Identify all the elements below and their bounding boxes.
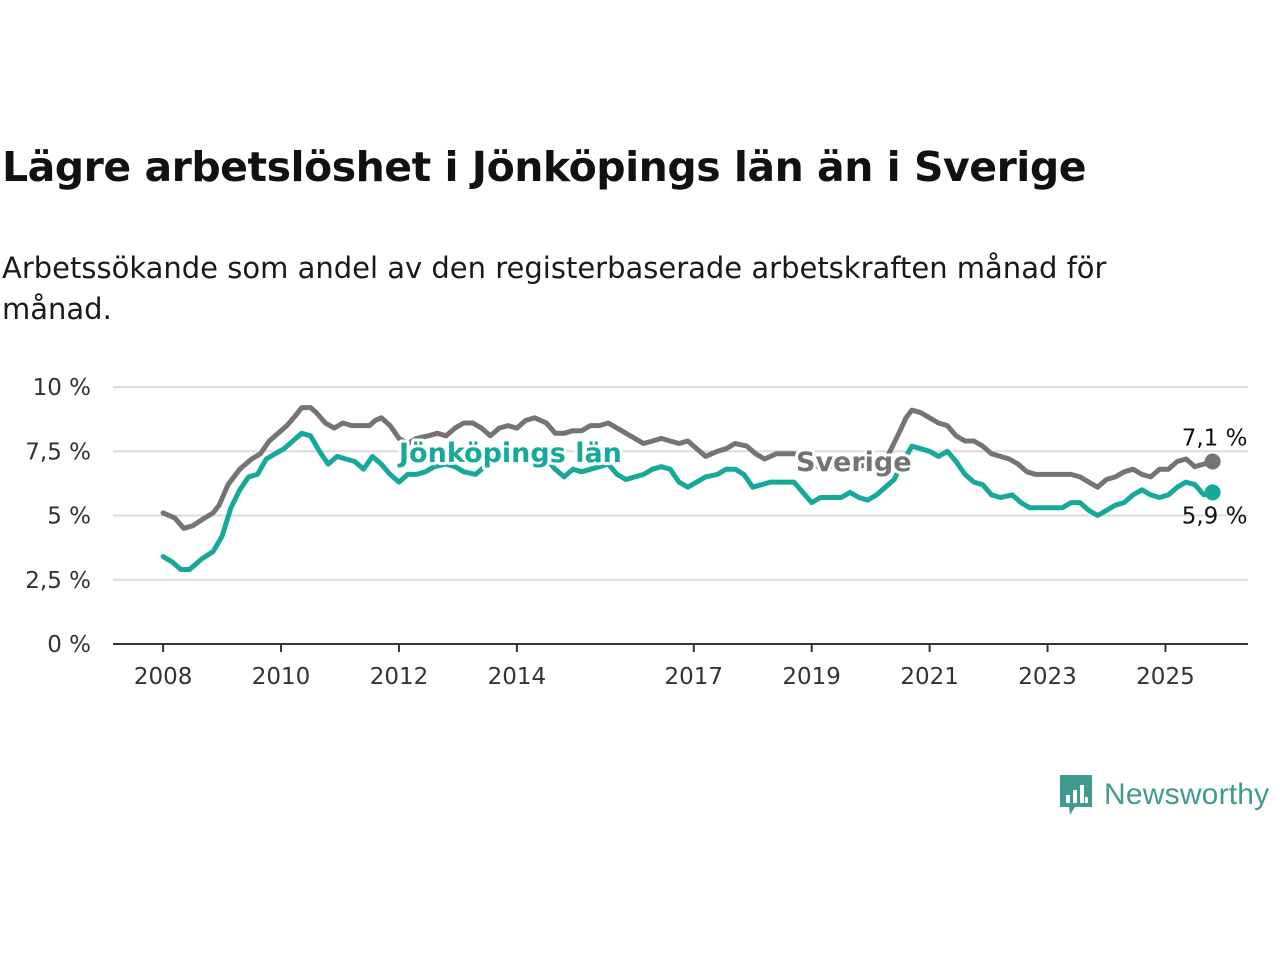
- newsworthy-logo: Newsworthy: [1058, 773, 1269, 817]
- x-tick-label: 2021: [900, 664, 959, 690]
- x-tick-label: 2014: [488, 664, 547, 690]
- line-chart: 0 % 2,5 % 5 % 7,5 % 10 % 2008 2010 2012 2014 201…: [25, 375, 1248, 690]
- series-lines: [160, 405, 1216, 572]
- x-axis-ticks: 2008 2010 2012 2014 2017 2019 2021 2023 2025: [134, 644, 1195, 690]
- series-line-jonkopings-lan: [160, 430, 1216, 572]
- series-label-sverige: Sverige: [796, 447, 912, 478]
- end-label-sverige: 7,1 %: [1182, 426, 1248, 452]
- brand-name: Newsworthy: [1104, 778, 1270, 811]
- chart-subtitle: Arbetssökande som andel av den registerb…: [2, 251, 1107, 326]
- y-tick-label: 5 %: [47, 504, 91, 530]
- x-tick-label: 2023: [1018, 664, 1077, 690]
- series-label-jonkopings-lan: Jönköpings län: [397, 438, 622, 469]
- x-tick-label: 2010: [252, 664, 311, 690]
- series-labels: Sverige Jönköpings län: [394, 435, 915, 481]
- series-line-sverige: [160, 405, 1216, 531]
- y-tick-label: 10 %: [33, 375, 91, 401]
- end-point-jonkopings-lan: [1204, 484, 1221, 501]
- x-tick-label: 2012: [370, 664, 429, 690]
- end-point-sverige: [1204, 453, 1221, 470]
- chart-title: Lägre arbetslöshet i Jönköpings län än i…: [2, 143, 1087, 191]
- y-tick-label: 0 %: [47, 632, 91, 658]
- y-tick-label: 2,5 %: [25, 568, 91, 594]
- x-tick-label: 2017: [664, 664, 723, 690]
- x-tick-label: 2019: [782, 664, 841, 690]
- x-tick-label: 2008: [134, 664, 193, 690]
- gridlines: [113, 386, 1248, 581]
- end-markers: 7,1 % 5,9 %: [1182, 426, 1248, 530]
- y-tick-label: 7,5 %: [25, 439, 91, 465]
- bar-chart-speech-bubble-icon: [1060, 775, 1092, 815]
- x-tick-label: 2025: [1136, 664, 1195, 690]
- y-axis-ticks: 0 % 2,5 % 5 % 7,5 % 10 %: [25, 375, 91, 658]
- end-label-jonkopings-lan: 5,9 %: [1182, 503, 1248, 529]
